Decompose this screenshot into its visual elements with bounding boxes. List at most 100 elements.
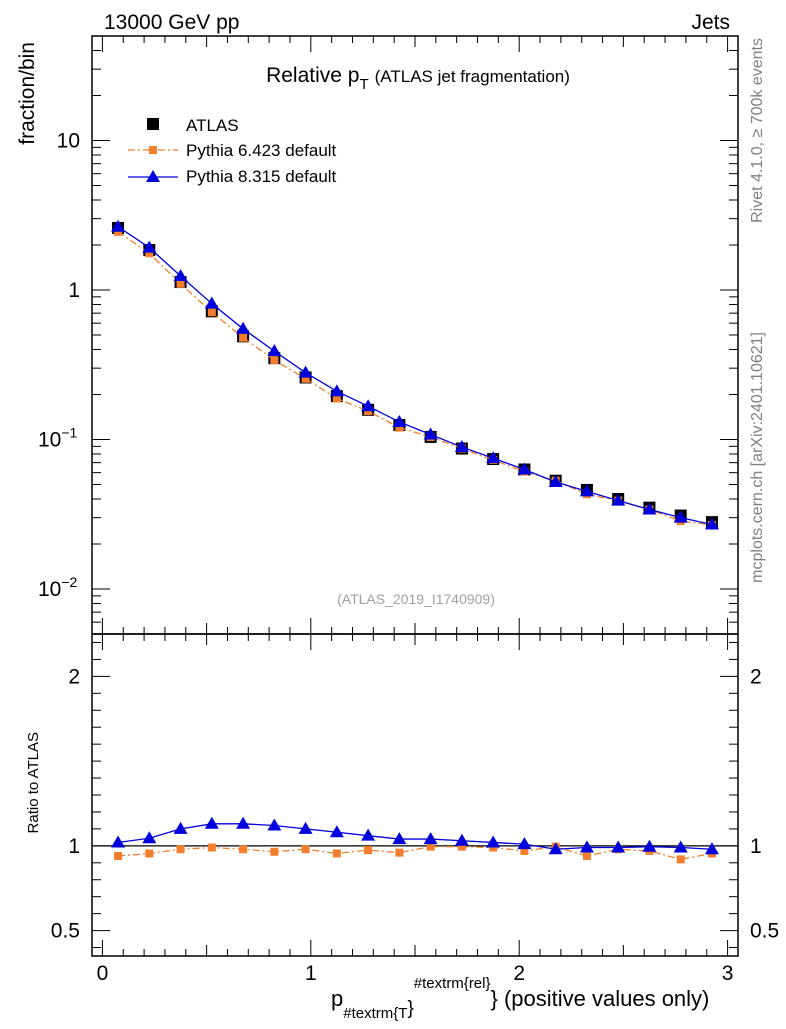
ratio-point-pythia-6-423-default: [364, 846, 373, 855]
ratio-point-pythia-8-315-default: [454, 833, 469, 846]
ratio-point-pythia-8-315-default: [204, 816, 219, 829]
ratio-point-pythia-8-315-default: [361, 828, 376, 841]
x-axis-label: p#textrm{T}#textrm{rel}} (positive value…: [331, 975, 709, 1022]
ratio-point-pythia-6-423-default: [426, 842, 435, 851]
data-point-pythia-8-315-default: [548, 474, 563, 487]
data-point-pythia-6-423-default: [114, 227, 123, 236]
data-point-pythia-8-315-default: [642, 502, 657, 515]
ratio-point-pythia-8-315-default: [611, 840, 626, 853]
ratio-point-pythia-8-315-default: [642, 839, 657, 852]
x-label-suffix: } (positive values only): [491, 986, 710, 1011]
ratio-point-pythia-6-423-default: [395, 848, 404, 857]
y-tick-label-base: 10: [38, 428, 61, 451]
y-axis-label-ratio: Ratio to ATLAS: [25, 732, 42, 833]
x-label-superscript: #textrm{rel}: [414, 975, 491, 992]
process-label: Jets: [691, 11, 730, 34]
y-tick-label-exponent: −2: [61, 574, 77, 590]
x-label-base: p: [331, 986, 343, 1011]
data-point-pythia-6-423-default: [207, 308, 216, 317]
ratio-point-pythia-8-315-default: [329, 825, 344, 838]
chart-title-suffix: (ATLAS jet fragmentation): [375, 67, 570, 86]
y-tick-label-ratio-left: 1: [68, 835, 80, 858]
y-tick-label-ratio-left: 2: [68, 665, 80, 688]
ratio-point-pythia-6-423-default: [332, 849, 341, 858]
x-tick-label: 3: [722, 962, 734, 985]
legend-marker-pythia8: [146, 170, 160, 182]
ratio-point-pythia-6-423-default: [145, 849, 154, 858]
y-tick-label-main: 1: [68, 279, 80, 302]
ratio-point-pythia-8-315-default: [673, 840, 688, 853]
data-point-pythia-8-315-default: [111, 219, 126, 232]
legend-marker-atlas: [147, 118, 159, 130]
ratio-axis-ticks: 0 1 2 3 2 2 1 1 0.5 0.5: [51, 634, 779, 985]
data-point-pythia-6-423-default: [239, 333, 248, 342]
y-tick-label-main: 10−1: [38, 424, 78, 451]
legend-label-pythia8: Pythia 8.315 default: [186, 167, 337, 186]
ratio-point-pythia-6-423-default: [176, 845, 185, 854]
ratio-point-pythia-6-423-default: [676, 855, 685, 864]
data-point-pythia-8-315-default: [298, 365, 313, 378]
ratio-plot-frame: [91, 633, 739, 957]
y-tick-label-base: 1: [68, 279, 80, 302]
y-tick-label-main: 10−2: [38, 574, 78, 601]
ratio-point-pythia-6-423-default: [520, 846, 529, 855]
data-point-pythia-8-315-default: [361, 399, 376, 412]
data-point-pythia-8-315-default: [704, 517, 719, 530]
chart-title: Relative pT (ATLAS jet fragmentation): [266, 64, 570, 93]
ratio-point-pythia-8-315-default: [142, 831, 157, 844]
ratio-point-pythia-6-423-default: [114, 852, 123, 861]
y-tick-label-ratio-right: 0.5: [750, 920, 779, 943]
ratio-point-pythia-8-315-default: [173, 821, 188, 834]
y-tick-label-base: 10: [38, 578, 61, 601]
series-line-pythia-6-423-default: [117, 231, 713, 526]
data-point-pythia-8-315-default: [173, 269, 188, 282]
ratio-point-pythia-6-423-default: [489, 843, 498, 852]
data-point-pythia-8-315-default: [454, 440, 469, 453]
data-point-pythia-6-423-default: [176, 279, 185, 288]
data-point-pythia-8-315-default: [142, 240, 157, 253]
ratio-point-pythia-8-315-default: [704, 842, 719, 855]
legend-marker-pythia6: [149, 146, 157, 154]
data-point-pythia-8-315-default: [517, 462, 532, 475]
x-label-subscript: #textrm{T: [343, 1005, 407, 1022]
ratio-line-pythia-8-315-default: [117, 823, 712, 850]
ratio-point-pythia-8-315-default: [548, 842, 563, 855]
ratio-point-pythia-6-423-default: [207, 843, 216, 852]
ratio-point-pythia-6-423-default: [582, 852, 591, 861]
data-point-pythia-8-315-default: [329, 384, 344, 397]
y-tick-label-main: 10: [57, 129, 80, 152]
data-point-pythia-8-315-default: [392, 414, 407, 427]
data-point-pythia-8-315-default: [611, 493, 626, 506]
ratio-point-pythia-8-315-default: [517, 837, 532, 850]
mcplots-label: mcplots.cern.ch [arXiv:2401.10621]: [749, 332, 766, 583]
ratio-point-pythia-6-423-default: [239, 845, 248, 854]
ratio-point-pythia-8-315-default: [423, 832, 438, 845]
data-point-pythia-8-315-default: [579, 484, 594, 497]
data-point-pythia-8-315-default: [267, 344, 282, 357]
ratio-point-pythia-8-315-default: [236, 816, 251, 829]
ratio-point-pythia-6-423-default: [270, 847, 279, 856]
x-tick-label: 2: [513, 962, 525, 985]
x-label-close: }: [407, 998, 413, 1019]
ratio-point-pythia-8-315-default: [267, 818, 282, 831]
analysis-tag: (ATLAS_2019_I1740909): [337, 591, 495, 607]
legend-label-atlas: ATLAS: [186, 116, 239, 135]
chart-title-subscript: T: [359, 76, 368, 93]
y-axis-label-main: fraction/bin: [16, 42, 39, 145]
x-tick-label: 0: [97, 962, 109, 985]
ratio-point-pythia-8-315-default: [579, 840, 594, 853]
y-tick-label-ratio-right: 1: [750, 835, 762, 858]
legend: ATLAS Pythia 6.423 default Pythia 8.315 …: [128, 116, 337, 186]
data-point-pythia-8-315-default: [204, 296, 219, 309]
main-series-layer: [111, 219, 719, 530]
ratio-point-pythia-6-423-default: [301, 845, 310, 854]
x-tick-label: 1: [305, 962, 317, 985]
ratio-point-pythia-8-315-default: [392, 832, 407, 845]
ratio-point-pythia-8-315-default: [111, 835, 126, 848]
ratio-point-pythia-6-423-default: [457, 842, 466, 851]
data-point-pythia-8-315-default: [673, 510, 688, 523]
chart-title-main: Relative p: [266, 64, 359, 87]
collision-label: 13000 GeV pp: [104, 11, 239, 34]
legend-label-pythia6: Pythia 6.423 default: [186, 141, 337, 160]
